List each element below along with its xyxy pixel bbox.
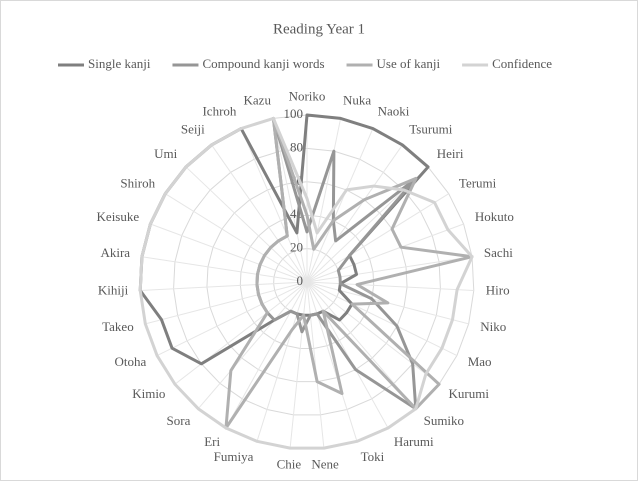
category-label: Kimio (132, 386, 165, 401)
category-label: Eri (204, 434, 220, 449)
spoke (140, 281, 308, 291)
category-label: Naoki (378, 104, 410, 119)
spoke (289, 281, 308, 449)
spoke (185, 166, 308, 283)
series-line (224, 116, 474, 430)
spoke (174, 281, 308, 385)
spoke (306, 281, 458, 356)
category-label: Sumiko (424, 413, 464, 428)
spoke (156, 281, 308, 356)
spoke (197, 281, 308, 410)
category-label: Seiji (181, 122, 205, 137)
spoke (141, 256, 308, 283)
spoke (272, 118, 308, 283)
spoke (165, 193, 308, 283)
spoke (306, 281, 358, 442)
spoke (306, 281, 474, 291)
legend-label: Confidence (492, 56, 552, 71)
spoke (306, 256, 473, 283)
category-label: Toki (361, 449, 385, 464)
category-label: Kihiji (98, 282, 129, 297)
category-label: Mao (468, 354, 492, 369)
chart-title: Reading Year 1 (273, 21, 365, 37)
grid-line (173, 147, 441, 416)
spoke (211, 144, 308, 283)
category-label: Keisuke (97, 209, 140, 224)
category-label: Nuka (343, 92, 371, 107)
y-tick-label: 0 (297, 273, 304, 288)
category-label: Chie (277, 456, 302, 471)
spoke (306, 281, 440, 385)
grid-line (239, 214, 375, 349)
category-label: Niko (480, 319, 506, 334)
category-label: Sora (167, 413, 191, 428)
spoke (306, 144, 403, 283)
legend-label: Use of kanji (377, 56, 441, 71)
category-label: Kazu (244, 92, 272, 107)
legend-label: Compound kanji words (202, 56, 324, 71)
category-label: Nene (311, 456, 339, 471)
spoke (306, 118, 342, 283)
category-label: Noriko (289, 89, 326, 104)
category-label: Otoha (115, 354, 147, 369)
category-label: Akira (100, 245, 130, 260)
y-tick-label: 80 (290, 139, 303, 154)
legend-label: Single kanji (88, 56, 151, 71)
spoke (306, 193, 449, 283)
spoke (150, 223, 308, 283)
category-label: Takeo (102, 319, 134, 334)
spoke (145, 281, 308, 325)
category-label: Sachi (484, 245, 513, 260)
spoke (306, 281, 325, 449)
spoke (256, 281, 308, 442)
category-label: Umi (154, 146, 178, 161)
spoke (306, 223, 464, 283)
category-label: Kurumi (449, 386, 490, 401)
spoke (306, 281, 389, 429)
category-label: Ichroh (202, 104, 236, 119)
category-label: Tsurumi (409, 122, 453, 137)
category-label: Hiro (486, 282, 510, 297)
category-label: Heiri (437, 146, 464, 161)
category-label: Shiroh (120, 175, 155, 190)
y-tick-label: 20 (290, 240, 303, 255)
spoke (240, 128, 308, 283)
category-label: Harumi (394, 434, 434, 449)
series-line (138, 116, 474, 450)
spoke (225, 281, 308, 429)
category-label: Terumi (459, 175, 497, 190)
spoke (306, 128, 374, 283)
category-label: Hokuto (475, 209, 514, 224)
category-label: Fumiya (214, 449, 254, 464)
y-tick-label: 100 (284, 106, 304, 121)
